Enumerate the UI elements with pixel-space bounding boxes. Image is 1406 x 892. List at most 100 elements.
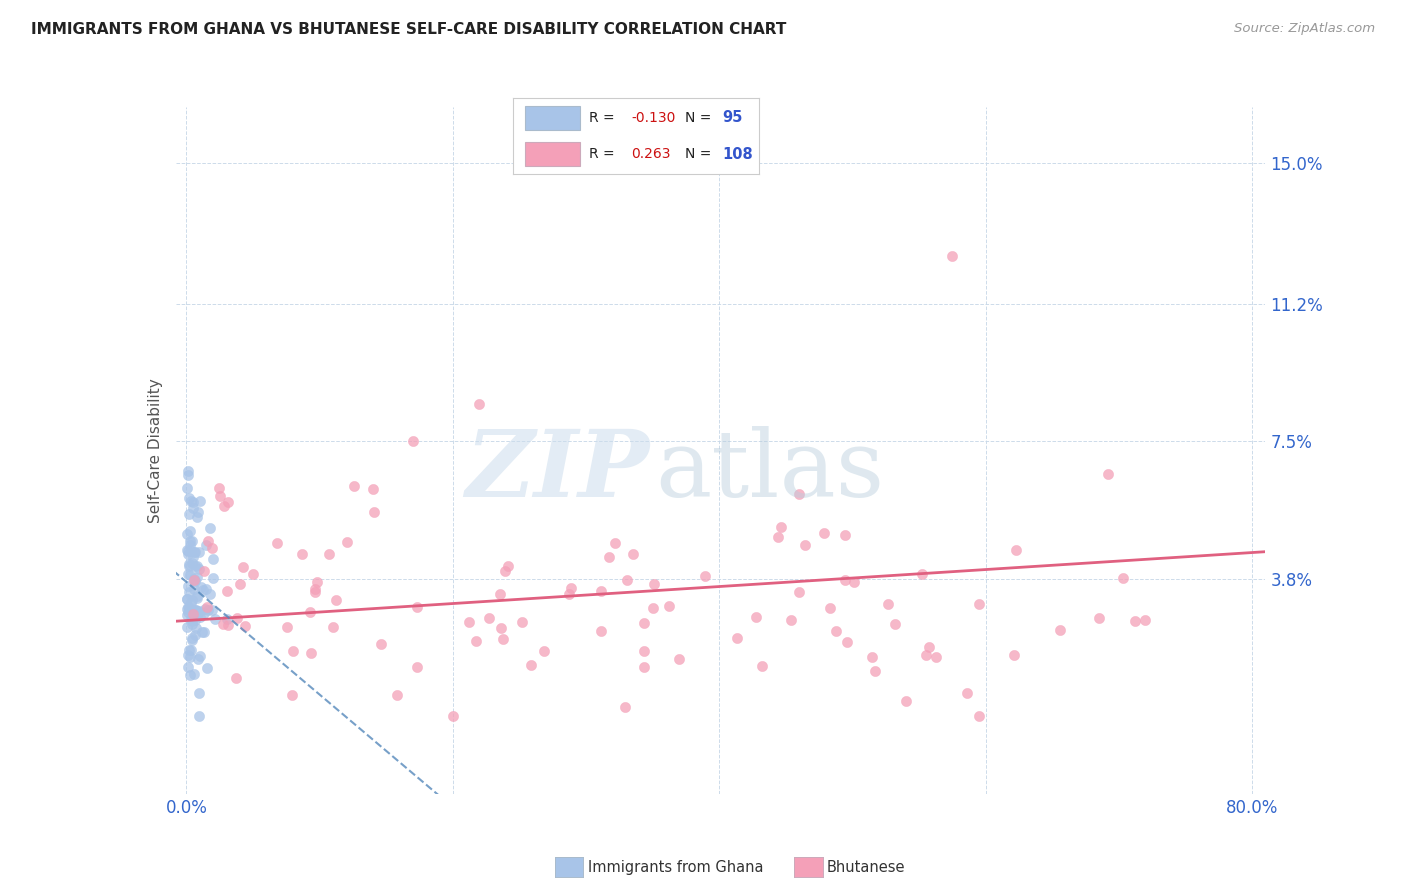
Point (181, 607, 204, 621)
Point (190, 625, 212, 640)
Point (589, 624, 612, 638)
Text: 0.263: 0.263 (631, 147, 671, 161)
Point (188, 685, 211, 699)
Point (194, 602, 217, 616)
Point (187, 709, 209, 723)
Point (633, 615, 655, 630)
Text: N =: N = (686, 147, 716, 161)
Point (307, 575, 329, 590)
Point (176, 592, 198, 607)
Point (188, 493, 211, 508)
Point (520, 657, 543, 672)
Point (558, 587, 581, 601)
FancyBboxPatch shape (526, 106, 579, 130)
Point (180, 615, 202, 629)
Point (177, 648, 200, 662)
Point (304, 585, 326, 599)
Point (787, 585, 810, 599)
Point (197, 602, 219, 616)
Point (197, 660, 219, 674)
Point (343, 479, 366, 493)
Point (214, 499, 236, 513)
Point (751, 658, 773, 673)
Point (298, 605, 321, 619)
Point (1135, 613, 1157, 627)
Point (325, 593, 347, 607)
Point (183, 628, 205, 642)
Point (304, 582, 326, 596)
Point (1097, 467, 1119, 481)
Point (766, 531, 789, 545)
Point (361, 483, 384, 497)
Point (188, 545, 211, 559)
Point (969, 597, 991, 611)
Point (183, 572, 205, 586)
Point (217, 584, 239, 599)
Point (177, 600, 200, 615)
Point (177, 660, 200, 674)
Point (560, 581, 582, 595)
Point (281, 688, 304, 702)
Point (176, 602, 198, 616)
Point (336, 535, 359, 549)
Point (176, 542, 198, 557)
Point (492, 632, 515, 647)
Point (186, 559, 208, 574)
Point (179, 668, 201, 682)
Point (464, 634, 486, 648)
Point (633, 660, 655, 674)
Point (181, 549, 204, 564)
Point (860, 650, 883, 665)
Point (725, 632, 748, 646)
Point (195, 599, 218, 614)
Point (405, 599, 427, 614)
Point (835, 635, 858, 649)
Point (179, 568, 201, 582)
Point (183, 666, 205, 681)
Point (232, 560, 254, 574)
Y-axis label: Self-Care Disability: Self-Care Disability (148, 378, 163, 523)
Point (915, 648, 938, 663)
Point (494, 564, 516, 578)
Point (177, 468, 200, 483)
Point (1112, 571, 1135, 585)
Point (181, 495, 204, 509)
Point (181, 592, 204, 607)
Point (181, 633, 204, 648)
Point (204, 612, 226, 626)
Text: ZIP: ZIP (465, 426, 650, 516)
Point (956, 686, 979, 700)
Point (266, 536, 288, 550)
Point (179, 538, 201, 552)
Point (643, 576, 665, 591)
Point (633, 643, 655, 657)
Point (191, 583, 214, 598)
Point (177, 579, 200, 593)
Point (621, 547, 644, 561)
Point (183, 573, 205, 587)
Point (179, 557, 201, 571)
Point (179, 558, 201, 573)
Point (176, 592, 198, 607)
Point (967, 709, 990, 723)
Point (180, 643, 202, 657)
Point (176, 620, 198, 634)
Point (184, 613, 207, 627)
Point (217, 618, 239, 632)
Point (188, 609, 211, 624)
Text: R =: R = (589, 147, 620, 161)
Point (589, 583, 612, 598)
Point (406, 659, 429, 673)
Text: 95: 95 (723, 111, 742, 126)
Text: Bhutanese: Bhutanese (827, 860, 905, 874)
Point (193, 564, 215, 578)
Point (385, 688, 408, 702)
Point (212, 616, 235, 631)
Point (177, 464, 200, 478)
Point (877, 597, 900, 611)
Point (177, 544, 200, 558)
Point (794, 538, 817, 552)
Point (918, 640, 941, 654)
Point (668, 652, 690, 666)
Point (441, 709, 464, 723)
